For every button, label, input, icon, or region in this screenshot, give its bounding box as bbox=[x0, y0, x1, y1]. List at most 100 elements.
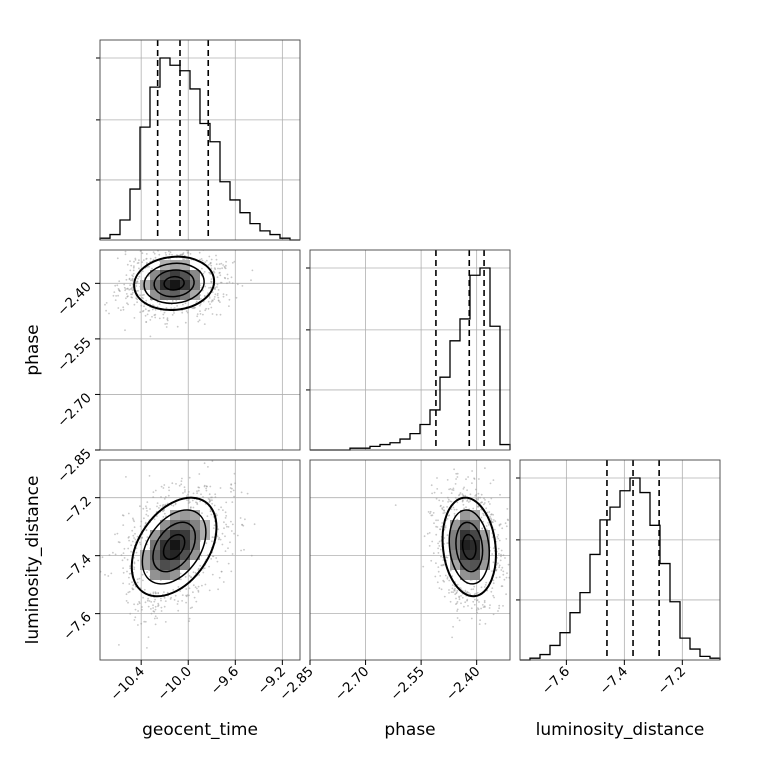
scatter-point bbox=[149, 508, 151, 510]
scatter-point bbox=[208, 287, 210, 289]
scatter-point bbox=[197, 569, 200, 571]
scatter-point bbox=[221, 267, 224, 270]
scatter-point bbox=[489, 515, 491, 518]
scatter-point bbox=[230, 520, 232, 523]
scatter-point bbox=[190, 506, 192, 508]
scatter-point bbox=[211, 460, 214, 462]
scatter-point bbox=[136, 535, 139, 538]
scatter-point bbox=[210, 278, 213, 280]
scatter-point bbox=[208, 255, 211, 258]
scatter-point bbox=[125, 247, 127, 249]
scatter-point bbox=[488, 511, 491, 513]
scatter-point bbox=[185, 241, 187, 243]
scatter-point bbox=[477, 492, 480, 495]
scatter-point bbox=[152, 610, 155, 613]
scatter-point bbox=[152, 604, 154, 607]
scatter-point bbox=[108, 312, 110, 315]
scatter-point bbox=[154, 308, 157, 311]
scatter-point bbox=[225, 523, 228, 526]
scatter-point bbox=[215, 258, 218, 261]
scatter-point bbox=[448, 589, 450, 591]
scatter-point bbox=[204, 261, 207, 263]
scatter-point bbox=[183, 244, 185, 246]
ytick-label-phase: −2.55 bbox=[54, 334, 95, 375]
scatter-point bbox=[479, 496, 482, 499]
scatter-point bbox=[158, 303, 161, 305]
scatter-point bbox=[160, 606, 163, 609]
hist-panel-bg-phase bbox=[310, 250, 510, 450]
scatter-point bbox=[463, 605, 465, 608]
scatter-point bbox=[182, 257, 185, 260]
scatter-point bbox=[206, 515, 209, 518]
contour-level-3 bbox=[133, 255, 216, 311]
scatter-point bbox=[212, 555, 215, 558]
scatter-point bbox=[160, 496, 162, 498]
scatter-point bbox=[458, 596, 461, 599]
scatter-point bbox=[454, 588, 456, 590]
joint-panel-frame-0 bbox=[99, 249, 301, 451]
density-cell bbox=[170, 260, 180, 270]
scatter-point bbox=[466, 590, 469, 593]
density-cell bbox=[190, 540, 200, 550]
scatter-point bbox=[165, 254, 168, 256]
scatter-point bbox=[152, 251, 155, 254]
scatter-point bbox=[153, 617, 156, 620]
scatter-point bbox=[144, 522, 147, 525]
ytick-label-phase: −2.70 bbox=[54, 390, 95, 431]
scatter-point bbox=[209, 286, 212, 289]
scatter-point bbox=[228, 298, 231, 301]
scatter-point bbox=[443, 537, 446, 539]
density-cell bbox=[170, 560, 180, 570]
scatter-point bbox=[185, 310, 188, 312]
density-cell bbox=[160, 550, 170, 560]
scatter-point bbox=[452, 625, 454, 628]
scatter-point bbox=[131, 274, 134, 277]
scatter-point bbox=[143, 293, 145, 296]
scatter-point bbox=[205, 259, 208, 262]
scatter-point bbox=[174, 594, 177, 597]
scatter-point bbox=[140, 622, 143, 625]
scatter-point bbox=[142, 297, 145, 300]
scatter-point bbox=[452, 489, 455, 491]
scatter-point bbox=[146, 647, 148, 649]
scatter-point bbox=[225, 515, 228, 517]
scatter-point bbox=[450, 500, 453, 503]
density-cell bbox=[480, 560, 490, 570]
scatter-point bbox=[208, 501, 211, 504]
scatter-point bbox=[141, 270, 144, 273]
scatter-point bbox=[175, 483, 177, 485]
scatter-point bbox=[467, 501, 470, 503]
scatter-point bbox=[470, 617, 473, 620]
scatter-point bbox=[131, 296, 134, 299]
scatter-point bbox=[185, 495, 188, 498]
scatter-point bbox=[261, 247, 263, 249]
scatter-point bbox=[240, 491, 243, 494]
scatter-point bbox=[120, 554, 123, 557]
scatter-point bbox=[145, 321, 148, 323]
density-cell bbox=[470, 570, 480, 580]
scatter-point bbox=[475, 497, 478, 500]
scatter-point bbox=[440, 564, 443, 567]
density-cell bbox=[170, 570, 180, 580]
scatter-point bbox=[462, 495, 465, 497]
scatter-point bbox=[219, 274, 222, 277]
scatter-point bbox=[164, 600, 167, 602]
xtick-label-geocent_time: −9.6 bbox=[208, 664, 242, 698]
scatter-point bbox=[501, 527, 504, 530]
scatter-point bbox=[222, 581, 225, 583]
contour-level-1 bbox=[455, 521, 484, 573]
scatter-point bbox=[142, 596, 145, 599]
scatter-point bbox=[492, 479, 495, 481]
scatter-point bbox=[218, 576, 221, 579]
scatter-point bbox=[449, 600, 452, 603]
scatter-point bbox=[130, 279, 132, 282]
scatter-point bbox=[224, 535, 226, 538]
scatter-point bbox=[136, 262, 139, 264]
scatter-point bbox=[108, 554, 111, 556]
scatter-point bbox=[498, 553, 500, 555]
hist-panel-bg-geocent_time bbox=[100, 40, 300, 240]
scatter-point bbox=[179, 572, 182, 575]
xtick-label-phase: −2.55 bbox=[387, 664, 428, 705]
scatter-point bbox=[98, 626, 100, 628]
scatter-point bbox=[187, 491, 190, 493]
